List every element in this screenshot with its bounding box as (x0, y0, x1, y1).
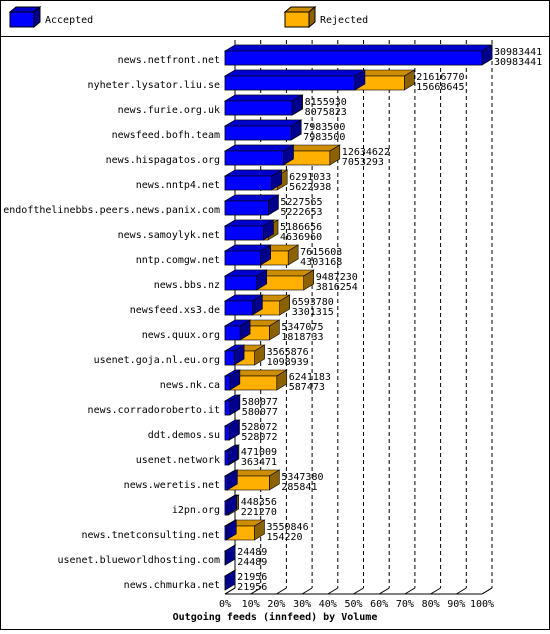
value-label: 15668645 (416, 82, 464, 93)
value-label: 5622938 (289, 182, 331, 193)
y-tick-label: nntp.comgw.net (136, 255, 220, 266)
bar (225, 501, 227, 515)
tick-mark (405, 588, 415, 594)
value-label: 1818733 (281, 332, 323, 343)
x-tick-label: 40% (319, 599, 337, 610)
x-tick-label: 20% (267, 599, 285, 610)
x-tick-label: 70% (396, 599, 414, 610)
tick-mark (328, 588, 338, 594)
bar-top (225, 120, 301, 126)
value-label: 3301315 (292, 307, 334, 318)
bar (225, 101, 292, 115)
y-tick-label: news.chmurka.net (124, 580, 220, 591)
y-tick-label: news.nntp4.net (136, 180, 220, 191)
bar (225, 401, 230, 415)
y-tick-label: news.furie.org.uk (118, 105, 220, 116)
bar (225, 76, 355, 90)
bar (225, 451, 228, 465)
legend-swatch (285, 12, 309, 27)
value-label: 4636960 (280, 232, 322, 243)
bar-side (225, 545, 235, 565)
y-tick-label: newsfeed.bofh.team (112, 130, 220, 141)
y-tick-label: news.corradoroberto.it (88, 405, 220, 416)
y-tick-label: ddt.demos.su (148, 430, 220, 441)
y-tick-label: newsfeed.xs3.de (130, 305, 220, 316)
value-label: 24489 (237, 557, 267, 568)
x-tick-label: 60% (370, 599, 388, 610)
legend-label: Accepted (45, 15, 93, 26)
x-tick-label: 90% (447, 599, 465, 610)
y-tick-label: usenet.blueworldhosting.com (57, 555, 220, 566)
value-label: 1098939 (267, 357, 309, 368)
y-tick-label: news.tnetconsulting.net (82, 530, 220, 541)
legend-swatch (10, 12, 34, 27)
value-label: 21956 (237, 582, 267, 593)
bar (225, 126, 291, 140)
tick-mark (379, 588, 389, 594)
y-tick-label: news.nk.ca (160, 380, 220, 391)
x-tick-label: 30% (293, 599, 311, 610)
bar (225, 251, 261, 265)
y-tick-label: news.weretis.net (124, 480, 220, 491)
value-label: 154220 (266, 532, 302, 543)
value-label: 7983500 (303, 132, 345, 143)
x-tick-label: 80% (422, 599, 440, 610)
value-label: 285841 (281, 482, 317, 493)
bar (225, 51, 482, 65)
bar (225, 176, 272, 190)
tick-mark (431, 588, 441, 594)
bar (225, 301, 252, 315)
y-tick-label: nyheter.lysator.liu.se (88, 80, 220, 91)
bar (225, 476, 227, 490)
x-tick-label: 10% (242, 599, 260, 610)
y-tick-label: news.hispagatos.org (106, 155, 220, 166)
bar (225, 151, 284, 165)
value-label: 528072 (241, 432, 277, 443)
x-tick-label: 100% (470, 599, 494, 610)
y-tick-label: i2pn.org (172, 505, 220, 516)
y-tick-label: news.bbs.nz (154, 280, 220, 291)
value-label: 4303168 (300, 257, 342, 268)
value-label: 363471 (241, 457, 277, 468)
bar-side (225, 570, 235, 590)
value-label: 221270 (241, 507, 277, 518)
bar (225, 326, 240, 340)
bar (225, 226, 263, 240)
tick-mark (456, 588, 466, 594)
value-label: 30983441 (494, 57, 542, 68)
x-tick-label: 0% (219, 599, 231, 610)
bar-top (225, 95, 302, 101)
tick-mark (302, 588, 312, 594)
value-label: 5222653 (280, 207, 322, 218)
value-label: 8075823 (305, 107, 347, 118)
y-tick-label: endofthelinebbs.peers.news.panix.com (3, 205, 220, 216)
value-label: 3816254 (316, 282, 358, 293)
tick-mark (276, 588, 286, 594)
y-tick-label: news.netfront.net (118, 55, 220, 66)
tick-mark (482, 588, 492, 594)
chart-title: Outgoing feeds (innfeed) by Volume (173, 611, 378, 623)
bar (225, 526, 226, 540)
bar (225, 351, 234, 365)
y-tick-label: usenet.network (136, 455, 220, 466)
bar-top (225, 70, 365, 76)
value-label: 7053293 (342, 157, 384, 168)
bar (225, 276, 257, 290)
tick-mark (354, 588, 364, 594)
y-tick-label: news.samoylyk.net (118, 230, 220, 241)
bar (225, 376, 230, 390)
x-tick-label: 50% (344, 599, 362, 610)
legend-label: Rejected (320, 15, 368, 26)
bar (225, 426, 229, 440)
value-label: 580077 (242, 407, 278, 418)
bar (225, 201, 268, 215)
value-label: 587473 (289, 382, 325, 393)
bar-top (225, 145, 294, 151)
bar-top (225, 45, 492, 51)
y-tick-label: usenet.goja.nl.eu.org (94, 355, 220, 366)
y-tick-label: news.quux.org (142, 330, 220, 341)
